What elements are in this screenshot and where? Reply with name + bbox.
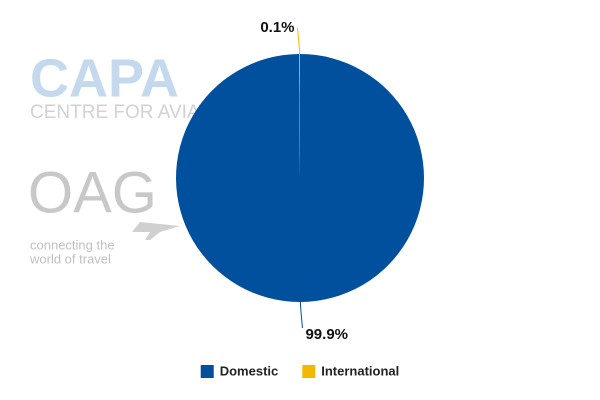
data-label: 0.1% [260, 19, 294, 36]
plane-icon [132, 222, 180, 240]
oag-logo: OAG [28, 160, 157, 225]
pie-slice [175, 54, 424, 302]
leader-line [299, 301, 303, 329]
leader-line [297, 27, 301, 55]
legend: Domestic International [200, 363, 399, 378]
data-label: 99.9% [305, 326, 348, 343]
legend-swatch [200, 365, 214, 378]
legend-swatch [302, 365, 316, 378]
legend-label: International [321, 363, 399, 378]
capa-subtitle: CENTRE FOR AVIATION [30, 102, 244, 123]
capa-logo: CAPA [30, 48, 179, 108]
pie-slice [299, 54, 300, 178]
watermark: CAPA CENTRE FOR AVIATION OAG connecting … [28, 48, 244, 266]
oag-tagline: connecting the [30, 237, 115, 252]
oag-tagline: world of travel [29, 251, 111, 266]
legend-label: Domestic [220, 363, 279, 378]
